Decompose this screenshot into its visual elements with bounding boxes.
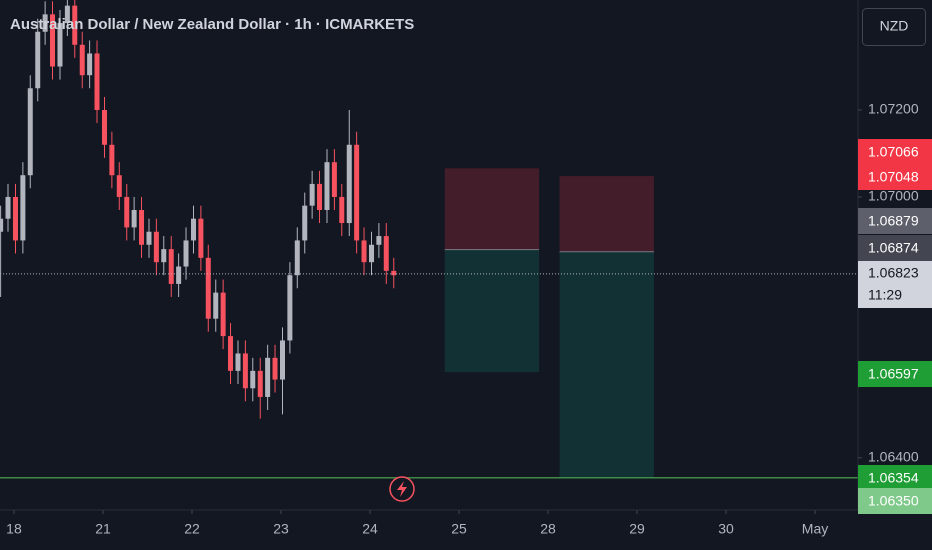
y-tick-label: 1.06400 bbox=[868, 449, 919, 465]
current-price-box bbox=[858, 261, 932, 308]
x-tick-label: 29 bbox=[629, 521, 645, 537]
candle-body bbox=[79, 44, 85, 76]
candle-body bbox=[302, 205, 308, 241]
candle-body bbox=[265, 357, 271, 397]
candle-body bbox=[190, 218, 196, 241]
price-label: 1.06597 bbox=[868, 366, 919, 382]
countdown-label: 11:29 bbox=[868, 287, 902, 303]
currency-button[interactable] bbox=[862, 8, 926, 46]
price-label-box bbox=[858, 164, 932, 190]
candle-body bbox=[205, 257, 211, 319]
candle-body bbox=[87, 53, 93, 76]
candle-body bbox=[42, 14, 48, 32]
candle-body bbox=[339, 196, 345, 224]
candle-body bbox=[0, 218, 4, 232]
candle-body bbox=[354, 144, 360, 241]
candle-body bbox=[50, 14, 56, 67]
stop-zone bbox=[559, 176, 654, 252]
stop-zone bbox=[444, 168, 540, 250]
alert-icon[interactable] bbox=[389, 476, 415, 502]
plot-area bbox=[0, 0, 858, 479]
candle-body bbox=[294, 240, 300, 276]
candle-body bbox=[198, 218, 204, 258]
candle-body bbox=[176, 266, 182, 284]
price-label-box bbox=[858, 208, 932, 234]
price-label: 1.06354 bbox=[868, 470, 919, 486]
candle-body bbox=[64, 5, 70, 24]
candle-body bbox=[183, 240, 189, 267]
candle-body bbox=[257, 370, 263, 397]
alert-bolt[interactable] bbox=[397, 481, 407, 497]
candle-body bbox=[331, 162, 337, 197]
candle-body bbox=[124, 196, 130, 228]
candle-body bbox=[228, 336, 234, 371]
target-zone bbox=[444, 249, 540, 373]
candle-body bbox=[324, 162, 330, 210]
candle-body bbox=[35, 31, 41, 89]
candle-body bbox=[109, 144, 115, 176]
price-label-box bbox=[858, 235, 932, 261]
price-label: 1.07048 bbox=[868, 169, 919, 185]
x-tick-label: 25 bbox=[451, 521, 467, 537]
candle-body bbox=[383, 236, 389, 271]
candle-body bbox=[139, 210, 145, 245]
current-price-label: 1.06823 bbox=[868, 265, 919, 281]
currency-label[interactable]: NZD bbox=[880, 18, 909, 34]
candle-body bbox=[213, 292, 219, 319]
candle-body bbox=[242, 353, 248, 389]
price-label: 1.06350 bbox=[868, 493, 919, 509]
candle-body bbox=[101, 110, 107, 145]
candle-body bbox=[369, 244, 375, 263]
target-zone bbox=[559, 251, 654, 478]
candle-body bbox=[250, 370, 256, 389]
x-tick-label: 22 bbox=[184, 521, 200, 537]
candle-body bbox=[391, 270, 397, 276]
candle-body bbox=[12, 196, 18, 241]
candle-body bbox=[361, 240, 367, 263]
y-tick-label: 1.07000 bbox=[868, 188, 919, 204]
x-tick-label: 24 bbox=[362, 521, 378, 537]
candle-body bbox=[346, 144, 352, 224]
x-tick-label: 21 bbox=[95, 521, 111, 537]
candle-body bbox=[309, 183, 315, 206]
candle-body bbox=[161, 249, 167, 263]
price-label-box bbox=[858, 139, 932, 165]
price-label-box bbox=[858, 488, 932, 514]
chart-title: Australian Dollar / New Zealand Dollar ·… bbox=[10, 16, 414, 33]
price-label-box bbox=[858, 361, 932, 387]
x-tick-label: 23 bbox=[273, 521, 289, 537]
x-tick-label: 18 bbox=[6, 521, 22, 537]
candle-body bbox=[72, 5, 78, 45]
candle-body bbox=[27, 88, 33, 176]
candle-body bbox=[287, 275, 293, 341]
price-label-box bbox=[858, 465, 932, 491]
candle-body bbox=[94, 53, 100, 110]
candle-body bbox=[317, 183, 323, 210]
candle-body bbox=[272, 357, 278, 380]
y-tick-label: 1.07200 bbox=[868, 101, 919, 117]
candle-body bbox=[220, 292, 226, 337]
candle-body bbox=[131, 210, 137, 228]
candle-body bbox=[116, 175, 122, 197]
x-tick-label: 28 bbox=[540, 521, 556, 537]
candle-body bbox=[57, 23, 63, 67]
price-label: 1.06874 bbox=[868, 240, 919, 256]
candle-body bbox=[20, 175, 26, 241]
price-label: 1.07066 bbox=[868, 144, 919, 160]
candle-body bbox=[146, 231, 152, 245]
candle-body bbox=[376, 236, 382, 245]
x-tick-label: 30 bbox=[718, 521, 734, 537]
candle-body bbox=[5, 196, 11, 219]
candle-body bbox=[153, 231, 159, 263]
x-tick-label: May bbox=[802, 521, 828, 537]
price-axis: 1.07200 1.07000 1.06400 1.07066 1.07048 1.068… bbox=[858, 101, 932, 514]
candle-body bbox=[235, 353, 241, 371]
price-label: 1.06879 bbox=[868, 213, 919, 229]
candle-body bbox=[279, 340, 285, 380]
candle-body bbox=[168, 249, 174, 284]
